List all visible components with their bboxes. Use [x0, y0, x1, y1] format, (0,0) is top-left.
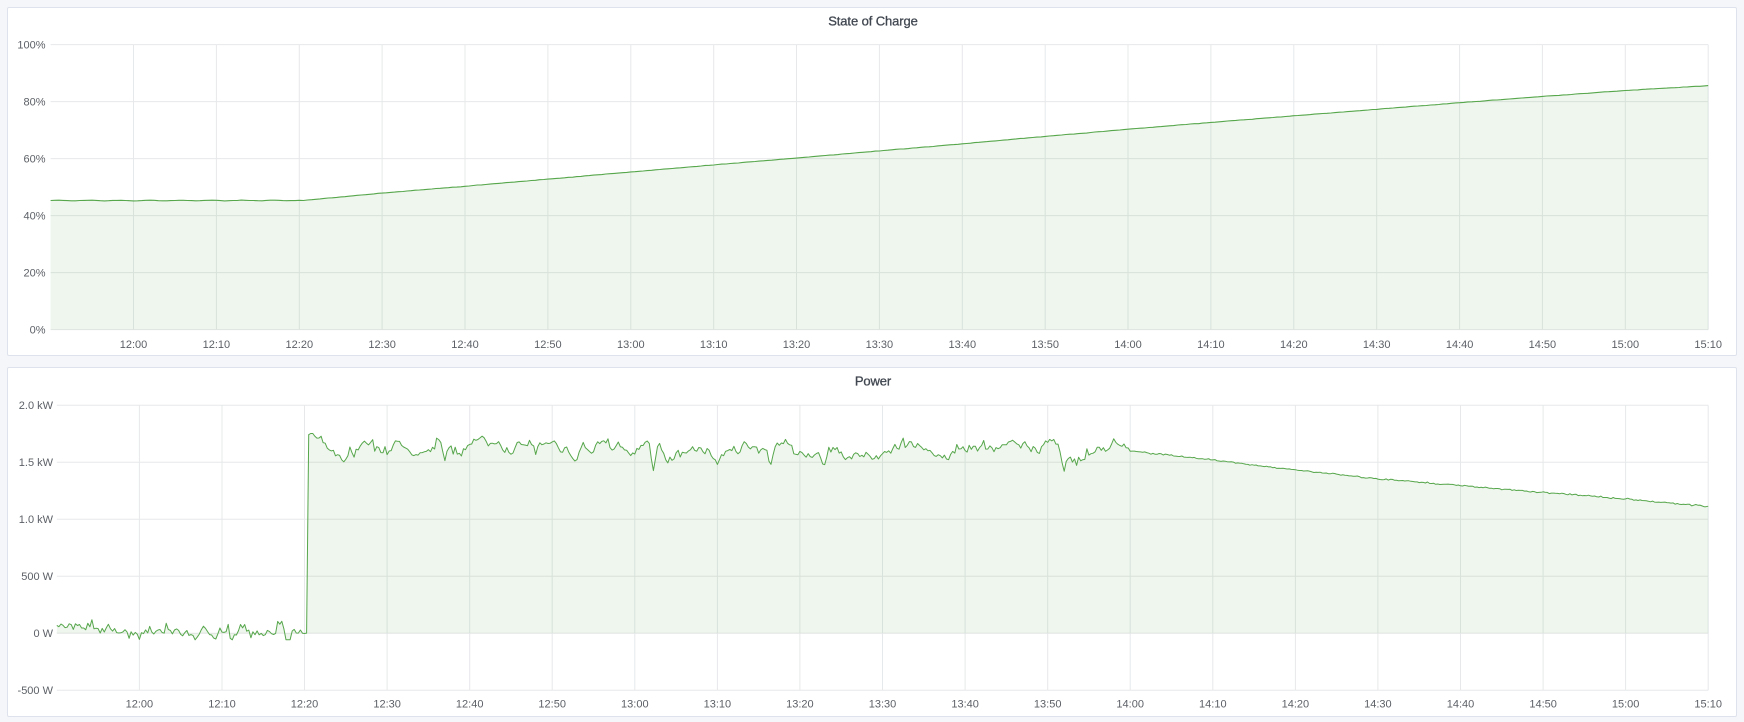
svg-text:14:20: 14:20: [1282, 699, 1310, 711]
svg-text:100%: 100%: [17, 40, 45, 52]
svg-text:15:10: 15:10: [1694, 339, 1722, 351]
svg-text:13:50: 13:50: [1031, 339, 1059, 351]
svg-text:14:40: 14:40: [1447, 699, 1475, 711]
svg-text:500 W: 500 W: [21, 571, 53, 583]
svg-text:14:00: 14:00: [1116, 699, 1144, 711]
svg-text:13:30: 13:30: [869, 699, 897, 711]
svg-text:1.5 kW: 1.5 kW: [19, 457, 54, 469]
svg-text:15:10: 15:10: [1694, 699, 1722, 711]
svg-text:13:00: 13:00: [621, 699, 649, 711]
svg-text:15:00: 15:00: [1612, 339, 1640, 351]
svg-text:1.0 kW: 1.0 kW: [19, 514, 54, 526]
svg-text:14:40: 14:40: [1446, 339, 1474, 351]
svg-text:14:20: 14:20: [1280, 339, 1308, 351]
svg-text:60%: 60%: [23, 154, 45, 166]
svg-text:13:30: 13:30: [866, 339, 894, 351]
svg-text:13:40: 13:40: [949, 339, 977, 351]
svg-text:12:50: 12:50: [538, 699, 566, 711]
svg-text:14:30: 14:30: [1364, 699, 1392, 711]
svg-text:12:30: 12:30: [368, 339, 396, 351]
svg-text:20%: 20%: [23, 268, 45, 280]
svg-text:13:20: 13:20: [783, 339, 811, 351]
svg-text:12:50: 12:50: [534, 339, 562, 351]
svg-text:12:20: 12:20: [291, 699, 319, 711]
svg-text:State of Charge: State of Charge: [828, 14, 918, 29]
svg-text:14:50: 14:50: [1529, 339, 1557, 351]
svg-text:12:00: 12:00: [120, 339, 148, 351]
svg-text:2.0 kW: 2.0 kW: [19, 400, 54, 412]
svg-text:12:10: 12:10: [208, 699, 236, 711]
svg-text:13:40: 13:40: [951, 699, 979, 711]
svg-text:13:20: 13:20: [786, 699, 814, 711]
svg-text:14:50: 14:50: [1529, 699, 1557, 711]
svg-text:13:10: 13:10: [704, 699, 732, 711]
svg-text:14:10: 14:10: [1199, 699, 1227, 711]
svg-text:0%: 0%: [30, 325, 46, 337]
svg-text:12:10: 12:10: [203, 339, 231, 351]
svg-text:12:40: 12:40: [451, 339, 479, 351]
svg-text:Power: Power: [855, 374, 892, 389]
svg-text:12:30: 12:30: [373, 699, 401, 711]
svg-text:14:00: 14:00: [1114, 339, 1142, 351]
svg-text:15:00: 15:00: [1612, 699, 1640, 711]
svg-text:14:10: 14:10: [1197, 339, 1225, 351]
svg-text:12:40: 12:40: [456, 699, 484, 711]
svg-text:0 W: 0 W: [33, 628, 53, 640]
svg-text:40%: 40%: [23, 211, 45, 223]
svg-text:-500 W: -500 W: [18, 685, 54, 697]
svg-text:12:20: 12:20: [286, 339, 314, 351]
svg-text:13:10: 13:10: [700, 339, 728, 351]
svg-text:13:00: 13:00: [617, 339, 645, 351]
svg-text:80%: 80%: [23, 97, 45, 109]
svg-text:13:50: 13:50: [1034, 699, 1062, 711]
svg-text:14:30: 14:30: [1363, 339, 1391, 351]
svg-text:12:00: 12:00: [126, 699, 154, 711]
